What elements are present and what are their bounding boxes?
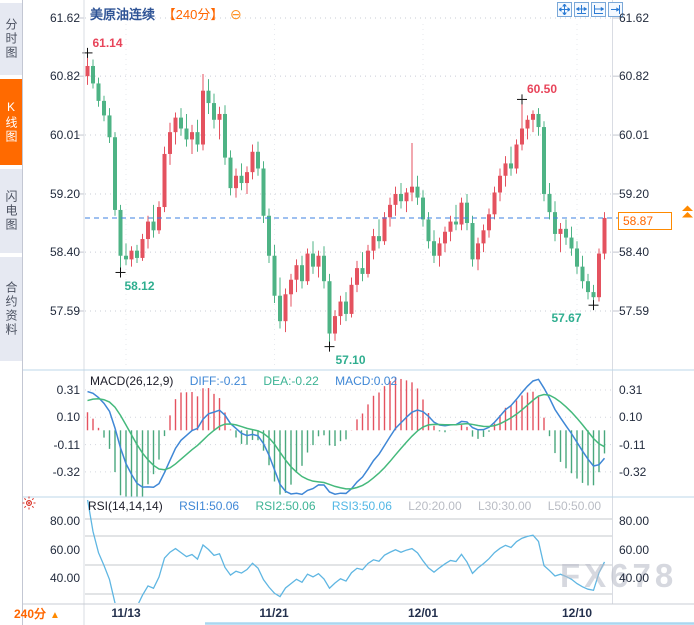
price-annotation: 58.12 (124, 279, 155, 294)
macd-axis-label-left: 0.31 (56, 383, 80, 397)
macd-axis-label-right: -0.32 (619, 464, 647, 479)
chart-toolbar (557, 2, 623, 17)
chart-title: 美原油连续 【240分】 ⊖ (90, 4, 242, 23)
symbol-name: 美原油连续 (90, 7, 156, 22)
rsi-l30-value: L30:30.00 (477, 499, 532, 513)
fit-x-axis-icon[interactable] (574, 2, 589, 17)
macd-axis-label-right: -0.11 (619, 437, 646, 452)
sidebar-tab-label: 分时图 (4, 18, 18, 60)
sidebar-tab-label: 闪电图 (4, 190, 18, 232)
rsi-axis-label-right: 60.00 (619, 542, 650, 557)
macd-axis-label-left: 0.10 (56, 410, 80, 425)
rsi-axis-label-left: 40.00 (49, 571, 80, 586)
price-axis-label-left: 58.40 (49, 245, 80, 260)
rsi2-value: RSI2:50.06 (255, 499, 316, 513)
price-axis-label-right: 57.59 (619, 304, 650, 318)
rsi-header: RSI(14,14,14) RSI1:50.06 RSI2:50.06 RSI3… (88, 499, 614, 513)
sidebar-tab-time-chart[interactable]: 分时图 (0, 3, 22, 75)
macd-params: MACD(26,12,9) (90, 374, 174, 388)
interval-label: 【240分】 (162, 7, 224, 22)
macd-header: MACD(26,12,9) DIFF:-0.21 DEA:-0.22 MACD:… (90, 374, 410, 388)
interval-cell[interactable]: 240分 ▲ (14, 605, 60, 622)
price-axis-label-left: 60.82 (49, 69, 80, 84)
macd-axis-label-left: -0.32 (52, 464, 80, 479)
price-axis-label-right: 58.40 (619, 245, 650, 260)
rsi-axis-label-left: 80.00 (49, 514, 80, 528)
chart-type-sidebar: 分时图 K线图 闪电图 合约资料 (0, 0, 23, 625)
macd-axis-label-right: 0.10 (619, 410, 643, 425)
pan-icon[interactable] (557, 2, 572, 17)
price-annotation: 57.10 (335, 352, 366, 367)
sidebar-tab-contract-info[interactable]: 合约资料 (0, 257, 22, 361)
price-axis-label-left: 60.01 (49, 128, 80, 143)
x-axis-date: 12/01 (407, 606, 439, 620)
price-axis-label-left: 59.20 (49, 186, 80, 201)
rsi-axis-label-left: 60.00 (49, 542, 80, 557)
macd-macd-value: MACD:0.02 (335, 374, 398, 388)
rsi3-value: RSI3:50.06 (331, 499, 392, 513)
price-axis-label-left: 61.62 (49, 11, 80, 25)
rsi-l20-value: L20:20.00 (408, 499, 462, 513)
price-axis-label-right: 60.01 (619, 128, 650, 143)
interval-text: 240分 (14, 607, 47, 621)
price-axis-label-right: 59.20 (619, 186, 650, 201)
hot-indicator-icon (22, 496, 36, 515)
sidebar-tab-label: 合约资料 (4, 281, 18, 337)
price-annotation: 61.14 (92, 35, 123, 50)
sidebar-tab-kline-chart[interactable]: K线图 (0, 79, 22, 165)
interval-up-icon: ▲ (50, 610, 60, 621)
sidebar-tab-flash-chart[interactable]: 闪电图 (0, 169, 22, 253)
collapse-icon[interactable]: ⊖ (229, 6, 242, 22)
rsi-axis-label-right: 40.00 (619, 571, 650, 586)
rsi-params: RSI(14,14,14) (88, 499, 163, 513)
x-axis-date: 11/21 (259, 606, 289, 620)
x-axis-date: 12/10 (561, 606, 593, 620)
current-price-tag: 58.87 (618, 212, 672, 230)
shift-right-icon[interactable] (608, 2, 623, 17)
macd-axis-label-right: 0.31 (619, 383, 643, 397)
macd-axis-label-left: -0.11 (53, 437, 80, 452)
rsi1-value: RSI1:50.06 (179, 499, 240, 513)
x-axis-date: 11/13 (111, 606, 141, 620)
macd-diff-value: DIFF:-0.21 (189, 374, 248, 388)
price-axis-label-right: 61.62 (619, 11, 650, 25)
watermark: FX678 (560, 557, 678, 594)
rsi-axis-label-right: 80.00 (619, 514, 650, 528)
shift-x-axis-icon[interactable] (591, 2, 606, 17)
sidebar-tab-label: K线图 (4, 100, 18, 144)
price-annotation: 57.67 (551, 311, 582, 326)
rsi-l50-value: L50:50.00 (547, 499, 602, 513)
price-axis-label-right: 60.82 (619, 69, 650, 84)
price-annotation: 60.50 (527, 82, 558, 97)
current-price-value: 58.87 (623, 214, 654, 228)
macd-dea-value: DEA:-0.22 (263, 374, 319, 388)
price-axis-label-left: 57.59 (49, 304, 80, 318)
